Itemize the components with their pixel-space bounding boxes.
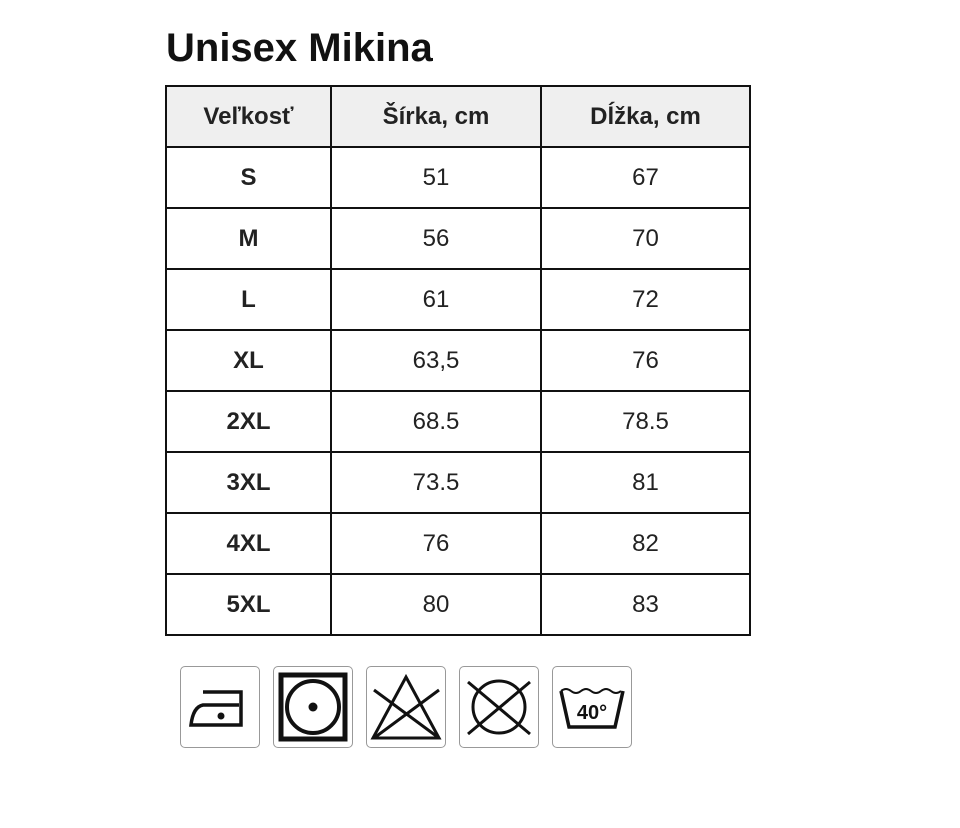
length-cell: 72 <box>540 268 751 331</box>
size-cell: 4XL <box>165 512 332 575</box>
header-size: Veľkosť <box>165 85 332 148</box>
width-cell: 68.5 <box>330 390 542 453</box>
size-cell: S <box>165 146 332 209</box>
length-cell: 67 <box>540 146 751 209</box>
table-row: L 61 72 <box>165 268 751 331</box>
table-row: 5XL 80 83 <box>165 573 751 636</box>
size-cell: XL <box>165 329 332 392</box>
width-cell: 80 <box>330 573 542 636</box>
size-cell: 2XL <box>165 390 332 453</box>
width-cell: 73.5 <box>330 451 542 514</box>
header-length: Dĺžka, cm <box>540 85 751 148</box>
page-title: Unisex Mikina <box>166 26 433 70</box>
length-cell: 76 <box>540 329 751 392</box>
table-row: 2XL 68.5 78.5 <box>165 390 751 453</box>
size-cell: L <box>165 268 332 331</box>
width-cell: 56 <box>330 207 542 270</box>
width-cell: 61 <box>330 268 542 331</box>
length-cell: 78.5 <box>540 390 751 453</box>
table-row: S 51 67 <box>165 146 751 209</box>
width-cell: 76 <box>330 512 542 575</box>
size-cell: 5XL <box>165 573 332 636</box>
header-width: Šírka, cm <box>330 85 542 148</box>
table-row: M 56 70 <box>165 207 751 270</box>
length-cell: 70 <box>540 207 751 270</box>
size-table: Veľkosť Šírka, cm Dĺžka, cm S 51 67 M 56 70 L 6… <box>165 85 751 636</box>
width-cell: 51 <box>330 146 542 209</box>
care-icons: 40° <box>180 666 632 748</box>
table-row: 4XL 76 82 <box>165 512 751 575</box>
length-cell: 81 <box>540 451 751 514</box>
wash-40-icon: 40° <box>552 666 632 748</box>
wash-temperature-label: 40° <box>577 702 607 724</box>
tumble-dry-icon <box>273 666 353 748</box>
table-row: 3XL 73.5 81 <box>165 451 751 514</box>
do-not-bleach-icon <box>366 666 446 748</box>
width-cell: 63,5 <box>330 329 542 392</box>
iron-low-temperature-icon <box>180 666 260 748</box>
size-cell: 3XL <box>165 451 332 514</box>
length-cell: 82 <box>540 512 751 575</box>
length-cell: 83 <box>540 573 751 636</box>
table-row: XL 63,5 76 <box>165 329 751 392</box>
do-not-dry-clean-icon <box>459 666 539 748</box>
size-cell: M <box>165 207 332 270</box>
table-header-row: Veľkosť Šírka, cm Dĺžka, cm <box>165 85 751 148</box>
